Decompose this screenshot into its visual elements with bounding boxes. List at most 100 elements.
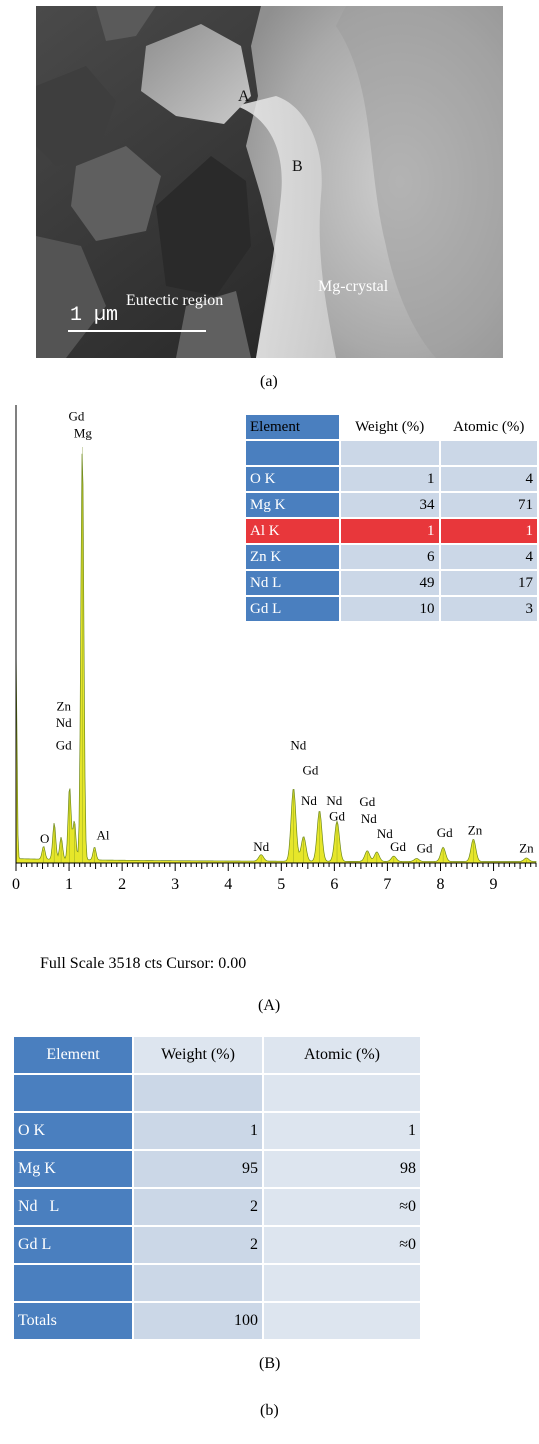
x-tick-label: 6 [330, 876, 338, 893]
peak-annotation: Nd [301, 793, 317, 808]
spectrum-area [15, 453, 537, 864]
table-a-cell-atomic: 4 [440, 545, 537, 569]
table-b-cell-atomic [264, 1265, 420, 1301]
table-b-cell-weight [134, 1075, 262, 1111]
table-a-cell-atomic: 17 [440, 571, 537, 595]
table-b-cell-weight: 1 [134, 1113, 262, 1149]
panel-a-caption: (a) [260, 373, 278, 390]
table-b-header-weight: Weight (%) [134, 1037, 262, 1073]
table-a-cell-element: O K [246, 467, 339, 491]
table-a-cell-element: Al K [246, 519, 339, 543]
peak-annotation: Gd [56, 737, 72, 752]
table-a-cell-element: Gd L [246, 597, 339, 621]
peak-annotation: Gd [390, 839, 406, 854]
table-row [14, 1265, 420, 1301]
table-a-cell-weight: 1 [340, 467, 439, 491]
table-a-header-atomic: Atomic (%) [440, 415, 537, 439]
full-scale-readout: Full Scale 3518 cts Cursor: 0.00 [40, 955, 247, 972]
table-b-header-row: Element Weight (%) Atomic (%) [14, 1037, 420, 1073]
table-b-cell-weight: 100 [134, 1303, 262, 1339]
table-row: Mg K 95 98 [14, 1151, 420, 1187]
table-b-caption: (B) [259, 1355, 281, 1372]
table-row [14, 1075, 420, 1111]
peak-annotation: Nd [290, 737, 306, 752]
table-b-header-atomic: Atomic (%) [264, 1037, 420, 1073]
peak-annotation: O [40, 831, 49, 846]
table-b-cell-atomic: ≈0 [264, 1227, 420, 1263]
table-row: O K 1 4 [246, 467, 537, 491]
table-a-cell-weight: 10 [340, 597, 439, 621]
peak-annotation: Nd [361, 811, 377, 826]
table-b-cell-element: Nd L [14, 1189, 132, 1225]
table-row [246, 441, 537, 465]
table-b-cell-weight [134, 1265, 262, 1301]
table-a-cell-atomic: 71 [440, 493, 537, 517]
x-tick-label: 1 [65, 876, 73, 893]
scale-bar-label: 1 µm [70, 304, 119, 327]
table-b-cell-element [14, 1075, 132, 1111]
table-row: Gd L 10 3 [246, 597, 537, 621]
peak-annotation: Nd [377, 826, 393, 841]
eds-spectrum-chart: 0123456789(keV)GdMgZnNdGdOAlNdGdNdNdGdGd… [12, 405, 537, 893]
table-a-cell-atomic: 3 [440, 597, 537, 621]
table-a-header-element: Element [246, 415, 339, 439]
peak-annotation: Gd [329, 808, 345, 823]
table-a-cell-weight: 1 [340, 519, 439, 543]
table-a-cell-element: Nd L [246, 571, 339, 595]
table-b-cell-atomic: 1 [264, 1113, 420, 1149]
x-tick-label: 8 [436, 876, 444, 893]
peak-annotation: Nd [253, 839, 269, 854]
table-b-cell-element: Mg K [14, 1151, 132, 1187]
table-b-header-element: Element [14, 1037, 132, 1073]
point-b-label: B [292, 158, 303, 175]
table-row: Gd L 2 ≈0 [14, 1227, 420, 1263]
table-a-cell-weight: 6 [340, 545, 439, 569]
table-b-cell-element [14, 1265, 132, 1301]
peak-annotation: Zn [468, 823, 483, 838]
spectrum-caption: (A) [258, 997, 281, 1014]
table-b-cell-weight: 2 [134, 1189, 262, 1225]
table-a-cell-element: Zn K [246, 545, 339, 569]
x-tick-label: 4 [224, 876, 232, 893]
scale-bar [68, 330, 206, 332]
table-a-cell-weight: 34 [340, 493, 439, 517]
point-a-label: A [238, 88, 250, 105]
x-tick-label: 7 [383, 876, 391, 893]
peak-annotation: Al [97, 827, 110, 842]
table-row: Zn K 6 4 [246, 545, 537, 569]
table-b-cell-atomic [264, 1303, 420, 1339]
table-b-cell-atomic: ≈0 [264, 1189, 420, 1225]
table-row: Nd L 2 ≈0 [14, 1189, 420, 1225]
peak-annotation: Nd [326, 793, 342, 808]
peak-annotation: Gd [417, 840, 433, 855]
table-row-highlighted: Al K 1 1 [246, 519, 537, 543]
table-row-totals: Totals 100 [14, 1303, 420, 1339]
table-a-cell-atomic: 4 [440, 467, 537, 491]
table-a-cell-weight: 49 [340, 571, 439, 595]
table-a-cell-atomic [440, 441, 537, 465]
table-a-cell-element [246, 441, 339, 465]
peak-annotation: Gd [303, 762, 319, 777]
panel-b-caption: (b) [260, 1402, 279, 1419]
table-b-cell-element: Gd L [14, 1227, 132, 1263]
x-tick-label: 0 [12, 876, 20, 893]
x-tick-label: 3 [171, 876, 179, 893]
table-row: O K 1 1 [14, 1113, 420, 1149]
x-tick-label: 9 [490, 876, 498, 893]
table-b-cell-weight: 95 [134, 1151, 262, 1187]
eutectic-region-label: Eutectic region [126, 292, 224, 309]
eds-table-a: Element Weight (%) Atomic (%) O K 1 4 Mg… [244, 413, 539, 623]
x-tick-label: 2 [118, 876, 126, 893]
table-row: Nd L 49 17 [246, 571, 537, 595]
table-b-cell-atomic: 98 [264, 1151, 420, 1187]
peak-annotation: Mg [74, 425, 93, 440]
peak-annotation: Zn [57, 698, 72, 713]
x-tick-label: 5 [277, 876, 285, 893]
table-row: Mg K 34 71 [246, 493, 537, 517]
table-b-cell-element: O K [14, 1113, 132, 1149]
peak-annotation: Gd [359, 794, 375, 809]
eds-table-b: Element Weight (%) Atomic (%) O K 1 1 Mg… [12, 1035, 422, 1341]
tem-micrograph: A B Eutectic region Mg-crystal 1 µm [36, 6, 503, 358]
table-a-cell-atomic: 1 [440, 519, 537, 543]
table-a-header-weight: Weight (%) [340, 415, 439, 439]
